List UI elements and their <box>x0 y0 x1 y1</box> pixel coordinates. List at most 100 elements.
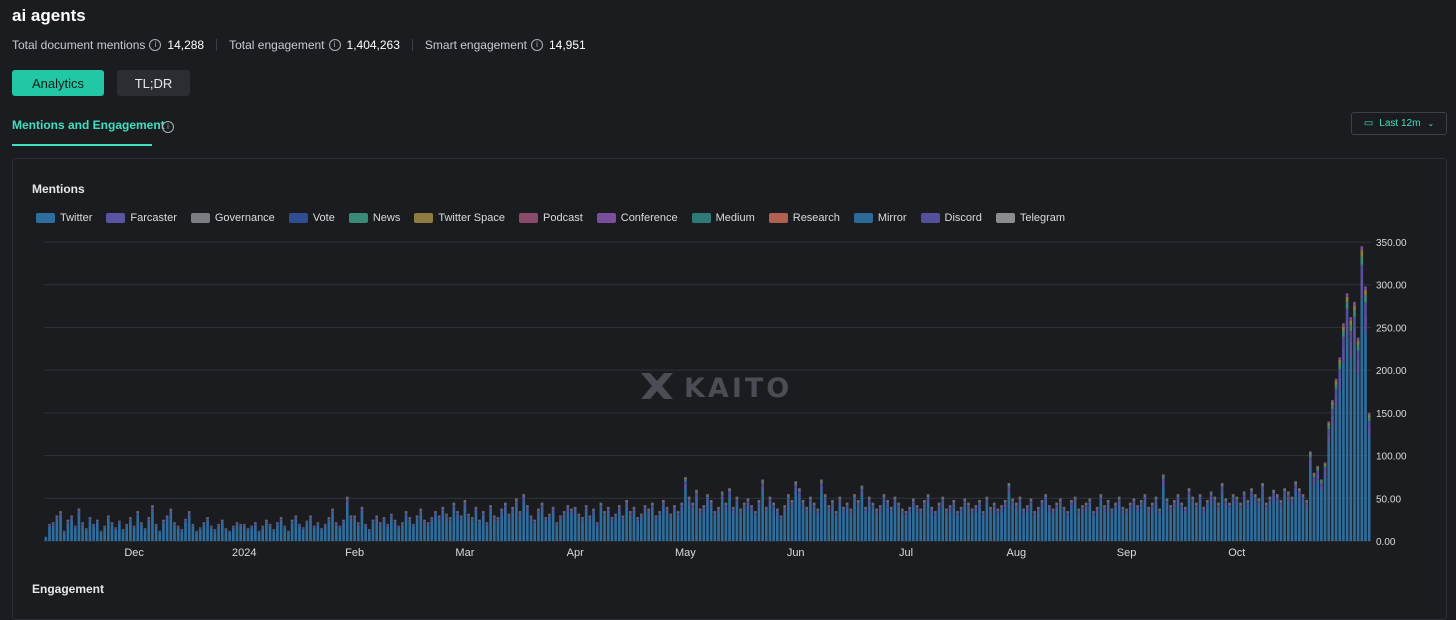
chart-bar[interactable] <box>1118 505 1121 541</box>
chart-bar[interactable] <box>1180 505 1183 507</box>
chart-bar[interactable] <box>618 505 621 506</box>
chart-bar[interactable] <box>857 501 860 502</box>
chart-bar[interactable] <box>1037 508 1040 509</box>
chart-bar[interactable] <box>361 511 364 513</box>
chart-bar[interactable] <box>1011 498 1014 499</box>
chart-bar[interactable] <box>81 524 84 525</box>
chart-bar[interactable] <box>361 509 364 511</box>
chart-bar[interactable] <box>1136 507 1139 509</box>
chart-bar[interactable] <box>890 513 893 541</box>
chart-bar[interactable] <box>901 512 904 514</box>
chart-bar[interactable] <box>1081 509 1084 512</box>
chart-bar[interactable] <box>280 521 283 541</box>
chart-bar[interactable] <box>1111 514 1114 541</box>
chart-bar[interactable] <box>669 515 672 516</box>
chart-bar[interactable] <box>611 519 614 520</box>
chart-bar[interactable] <box>67 523 70 541</box>
chart-bar[interactable] <box>651 503 654 504</box>
chart-bar[interactable] <box>1206 501 1209 502</box>
chart-bar[interactable] <box>732 513 735 541</box>
chart-bar[interactable] <box>317 524 320 525</box>
chart-bar[interactable] <box>710 501 713 502</box>
chart-bar[interactable] <box>162 522 165 524</box>
chart-bar[interactable] <box>941 499 944 501</box>
chart-bar[interactable] <box>331 511 334 512</box>
chart-bar[interactable] <box>1283 488 1286 489</box>
chart-bar[interactable] <box>566 512 569 541</box>
chart-bar[interactable] <box>228 533 231 541</box>
chart-bar[interactable] <box>1048 509 1051 512</box>
chart-bar[interactable] <box>1353 328 1356 345</box>
chart-bar[interactable] <box>533 521 536 522</box>
chart-bar[interactable] <box>544 518 547 519</box>
chart-bar[interactable] <box>1162 479 1165 482</box>
chart-bar[interactable] <box>798 489 801 490</box>
chart-bar[interactable] <box>872 507 875 510</box>
chart-bar[interactable] <box>563 512 566 513</box>
chart-bar[interactable] <box>868 501 871 504</box>
chart-bar[interactable] <box>350 517 353 518</box>
chart-bar[interactable] <box>1085 509 1088 541</box>
chart-bar[interactable] <box>63 532 66 533</box>
chart-bar[interactable] <box>1195 504 1198 505</box>
chart-bar[interactable] <box>1210 497 1213 501</box>
chart-bar[interactable] <box>611 521 614 541</box>
chart-bar[interactable] <box>283 527 286 528</box>
chart-bar[interactable] <box>772 505 775 507</box>
chart-bar[interactable] <box>1346 309 1349 320</box>
chart-bar[interactable] <box>184 520 187 521</box>
chart-bar[interactable] <box>1180 503 1183 504</box>
chart-bar[interactable] <box>1338 369 1341 377</box>
chart-bar[interactable] <box>894 505 897 541</box>
chart-bar[interactable] <box>611 517 614 518</box>
chart-bar[interactable] <box>1239 504 1242 505</box>
chart-bar[interactable] <box>199 529 202 530</box>
chart-bar[interactable] <box>471 519 474 520</box>
chart-bar[interactable] <box>280 518 283 519</box>
chart-bar[interactable] <box>960 507 963 508</box>
chart-bar[interactable] <box>1247 504 1250 507</box>
chart-bar[interactable] <box>883 499 886 502</box>
chart-bar[interactable] <box>1147 509 1150 511</box>
chart-bar[interactable] <box>1155 505 1158 541</box>
chart-bar[interactable] <box>853 499 856 502</box>
chart-bar[interactable] <box>1129 505 1132 507</box>
chart-bar[interactable] <box>122 530 125 531</box>
chart-bar[interactable] <box>827 509 830 512</box>
chart-bar[interactable] <box>1030 498 1033 499</box>
chart-bar[interactable] <box>1254 499 1257 502</box>
chart-bar[interactable] <box>1353 305 1356 310</box>
chart-bar[interactable] <box>511 507 514 508</box>
chart-bar[interactable] <box>489 505 492 506</box>
chart-bar[interactable] <box>541 505 544 507</box>
chart-bar[interactable] <box>269 527 272 541</box>
chart-bar[interactable] <box>1228 505 1231 507</box>
chart-bar[interactable] <box>500 511 503 512</box>
chart-bar[interactable] <box>276 523 279 524</box>
chart-bar[interactable] <box>802 501 805 502</box>
chart-bar[interactable] <box>1349 317 1352 320</box>
chart-bar[interactable] <box>809 497 812 498</box>
chart-bar[interactable] <box>423 523 426 541</box>
chart-bar[interactable] <box>419 510 422 511</box>
chart-bar[interactable] <box>203 524 206 525</box>
chart-bar[interactable] <box>879 512 882 541</box>
chart-bar[interactable] <box>883 496 886 497</box>
chart-bar[interactable] <box>717 508 720 509</box>
chart-bar[interactable] <box>379 526 382 541</box>
chart-bar[interactable] <box>530 516 533 517</box>
chart-bar[interactable] <box>633 513 636 541</box>
chart-bar[interactable] <box>1037 507 1040 508</box>
chart-bar[interactable] <box>59 514 62 516</box>
chart-bar[interactable] <box>1294 488 1297 492</box>
chart-bar[interactable] <box>283 528 286 541</box>
chart-bar[interactable] <box>1357 345 1360 350</box>
chart-bar[interactable] <box>445 515 448 516</box>
chart-bar[interactable] <box>1331 405 1334 409</box>
chart-bar[interactable] <box>350 518 353 520</box>
chart-bar[interactable] <box>750 509 753 512</box>
chart-bar[interactable] <box>640 519 643 541</box>
chart-bar[interactable] <box>1364 296 1367 303</box>
chart-bar[interactable] <box>1302 496 1305 497</box>
chart-bar[interactable] <box>489 506 492 507</box>
